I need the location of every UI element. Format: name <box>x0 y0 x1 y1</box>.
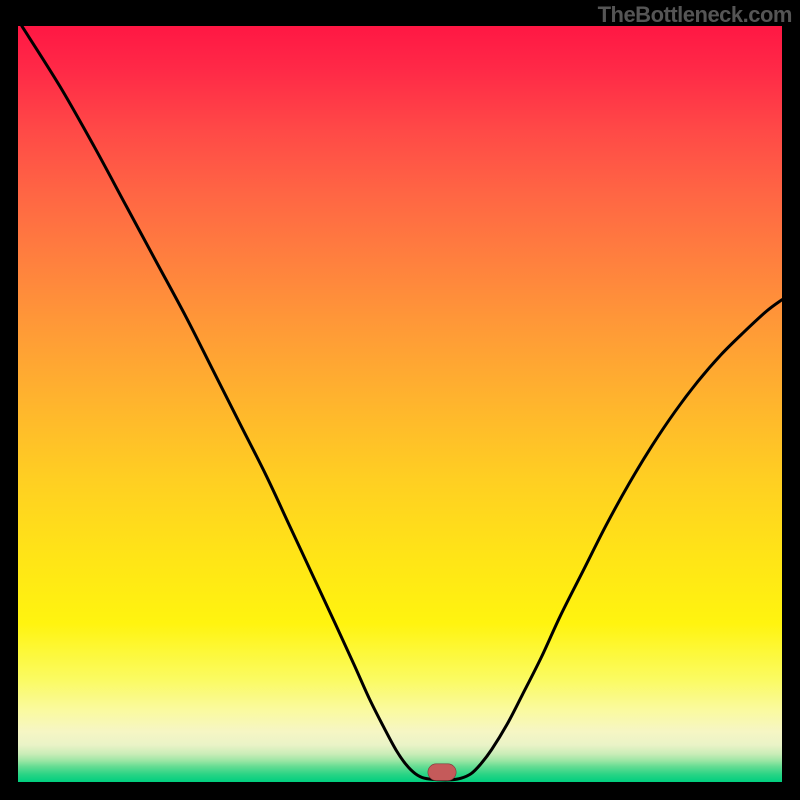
optimal-point-marker <box>428 764 456 781</box>
bottleneck-chart <box>18 26 782 782</box>
chart-svg <box>18 26 782 782</box>
watermark-text: TheBottleneck.com <box>598 2 792 28</box>
chart-background <box>18 26 782 782</box>
